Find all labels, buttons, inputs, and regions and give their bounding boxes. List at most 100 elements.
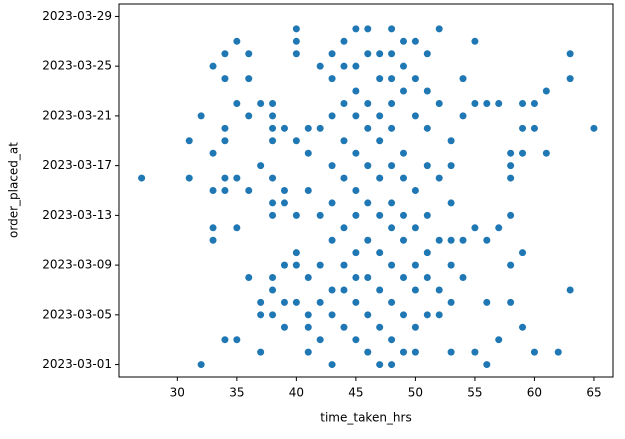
point <box>399 211 407 219</box>
point <box>459 274 467 282</box>
point <box>447 298 455 306</box>
point <box>483 99 491 107</box>
point <box>316 336 324 344</box>
point <box>185 174 193 182</box>
point <box>269 174 277 182</box>
point <box>471 99 479 107</box>
point <box>435 99 443 107</box>
point <box>221 124 229 132</box>
point <box>447 236 455 244</box>
point <box>519 149 527 157</box>
point <box>423 87 431 95</box>
point <box>352 25 360 33</box>
point <box>376 323 384 331</box>
x-tick-label: 35 <box>229 386 244 400</box>
point <box>292 249 300 257</box>
x-axis-label: time_taken_hrs <box>320 411 411 425</box>
point <box>376 75 384 83</box>
point <box>399 62 407 70</box>
point <box>209 236 217 244</box>
point <box>399 236 407 244</box>
point <box>447 348 455 356</box>
point <box>388 224 396 232</box>
point <box>221 336 229 344</box>
point <box>340 323 348 331</box>
point <box>304 124 312 132</box>
point <box>316 62 324 70</box>
point <box>245 274 253 282</box>
point <box>519 323 527 331</box>
point <box>352 62 360 70</box>
point <box>388 124 396 132</box>
point <box>423 162 431 170</box>
point <box>399 348 407 356</box>
y-tick-label: 2023-03-17 <box>42 158 112 172</box>
plot-frame <box>118 3 614 378</box>
point <box>209 187 217 194</box>
point <box>304 149 312 157</box>
point <box>376 211 384 219</box>
point <box>459 112 467 120</box>
point <box>269 199 277 207</box>
point <box>316 211 324 219</box>
point <box>269 211 277 219</box>
point <box>352 249 360 257</box>
point <box>304 311 312 319</box>
point <box>209 224 217 232</box>
point <box>328 112 336 120</box>
point <box>399 37 407 45</box>
point <box>376 361 384 369</box>
point <box>376 286 384 294</box>
point <box>257 162 265 170</box>
point <box>233 99 241 107</box>
point <box>340 261 348 269</box>
point <box>352 187 360 194</box>
point <box>352 149 360 157</box>
point <box>364 50 372 58</box>
point <box>376 50 384 58</box>
point <box>447 199 455 207</box>
x-tick-label: 60 <box>527 386 542 400</box>
point <box>530 99 538 107</box>
point <box>388 298 396 306</box>
point <box>257 99 265 107</box>
point <box>233 224 241 232</box>
point <box>566 286 574 294</box>
point <box>292 261 300 269</box>
point <box>328 75 336 83</box>
point <box>352 87 360 95</box>
point <box>280 124 288 132</box>
point <box>519 249 527 257</box>
point <box>530 124 538 132</box>
y-axis-label: order_placed_at <box>7 142 21 238</box>
point <box>376 137 384 145</box>
point <box>269 274 277 282</box>
point <box>221 174 229 182</box>
point <box>471 224 479 232</box>
point <box>364 274 372 282</box>
point <box>364 348 372 356</box>
x-tick-label: 30 <box>170 386 185 400</box>
point <box>233 174 241 182</box>
point <box>340 224 348 232</box>
x-tick-label: 65 <box>586 386 601 400</box>
point <box>185 137 193 145</box>
point <box>376 249 384 257</box>
point <box>507 261 515 269</box>
point <box>411 348 419 356</box>
point <box>352 211 360 219</box>
point <box>269 99 277 107</box>
point <box>447 162 455 170</box>
point <box>388 50 396 58</box>
point <box>328 236 336 244</box>
point <box>364 236 372 244</box>
point <box>245 112 253 120</box>
point <box>316 261 324 269</box>
point <box>447 137 455 145</box>
point <box>316 298 324 306</box>
point <box>411 261 419 269</box>
x-tick-label: 50 <box>408 386 423 400</box>
point <box>388 25 396 33</box>
point <box>423 211 431 219</box>
